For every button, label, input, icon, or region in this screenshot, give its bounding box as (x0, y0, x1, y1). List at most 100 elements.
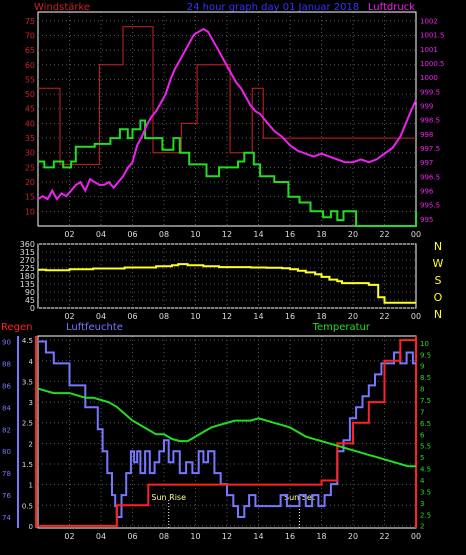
wind-tick-label: 40 (25, 119, 35, 128)
rain-tick-label: 4 (29, 358, 34, 366)
temperature-tick-label: 7 (420, 408, 424, 416)
humidity-tick-label: 78 (2, 470, 11, 478)
humidity-tick-label: 88 (2, 360, 11, 368)
humidity-tick-label: 82 (2, 426, 11, 434)
wind-tick-label: 35 (25, 134, 35, 143)
p3-x-tick-label: 06 (127, 532, 137, 541)
p2-x-tick-label: 02 (64, 312, 74, 321)
direction-tick-label: 45 (25, 296, 35, 305)
pressure-tick-label: 999.5 (420, 88, 440, 96)
pressure-tick-label: 997 (420, 159, 433, 167)
direction-tick-label: 180 (20, 272, 35, 281)
temperature-tick-label: 7.5 (420, 397, 431, 405)
temperature-tick-label: 5.5 (420, 443, 431, 451)
p1-frame (37, 11, 417, 227)
temperature-line (37, 387, 416, 468)
humidity-axis-title: Luftfeuchte (66, 322, 123, 333)
temperature-tick-label: 3.5 (420, 488, 431, 496)
humidity-tick-label: 74 (2, 514, 11, 522)
temperature-tick-label: 9.5 (420, 351, 431, 359)
p1-x-tick-label: 04 (96, 230, 106, 239)
temperature-tick-label: 8.5 (420, 374, 431, 382)
p3-x-tick-label: 22 (379, 532, 389, 541)
p2-x-tick-label: 16 (285, 312, 295, 321)
humidity-tick-label: 86 (2, 382, 11, 390)
rain-tick-label: 2.5 (22, 420, 33, 428)
p1-x-tick-label: 10 (190, 230, 200, 239)
direction-tick-label: 0 (30, 304, 35, 313)
compass-label: N (434, 308, 442, 321)
p3-x-tick-label: 20 (348, 532, 358, 541)
p3-x-tick-label: 02 (64, 532, 74, 541)
wind-tick-label: 70 (25, 31, 35, 40)
temperature-tick-label: 10 (420, 340, 429, 348)
wind-tick-label: 60 (25, 61, 35, 70)
pressure-tick-label: 995.5 (420, 202, 440, 210)
temperature-tick-label: 2 (420, 523, 424, 531)
wind-tick-label: 10 (25, 207, 35, 216)
pressure-tick-label: 999 (420, 103, 433, 111)
compass-label: O (434, 291, 443, 304)
temperature-tick-label: 4 (420, 477, 425, 485)
p2-x-tick-label: 14 (253, 312, 263, 321)
p3-x-tick-label: 14 (253, 532, 263, 541)
pressure-tick-label: 996 (420, 188, 434, 196)
direction-tick-label: 270 (20, 256, 35, 265)
wind-tick-label: 75 (25, 17, 35, 26)
temperature-tick-label: 3 (420, 500, 424, 508)
rain-tick-label: 3.5 (22, 378, 33, 386)
p1-x-tick-label: 22 (379, 230, 389, 239)
pressure-tick-label: 1001.5 (420, 32, 445, 40)
p3-x-tick-label: 08 (159, 532, 169, 541)
rain-axis-title: Regen (1, 322, 33, 333)
temperature-tick-label: 2.5 (420, 511, 431, 519)
p3-x-tick-label: 04 (96, 532, 106, 541)
wind-tick-label: 50 (25, 90, 35, 99)
wind-tick-label: 30 (25, 149, 35, 158)
p2-x-tick-label: 12 (222, 312, 232, 321)
p1-x-tick-label: 20 (348, 230, 358, 239)
p2-x-tick-label: 18 (316, 312, 326, 321)
direction-tick-label: 225 (20, 264, 35, 273)
p1-x-tick-label: 02 (64, 230, 74, 239)
humidity-tick-label: 90 (2, 338, 11, 346)
pressure-tick-label: 1002 (420, 18, 438, 26)
pressure-tick-label: 995 (420, 216, 433, 224)
direction-tick-label: 135 (20, 280, 35, 289)
pressure-tick-label: 998 (420, 131, 433, 139)
wind-tick-label: 20 (25, 178, 35, 187)
chart-title: 24 hour graph day 01 Januar 2018 (187, 2, 360, 13)
p2-x-tick-label: 08 (159, 312, 169, 321)
pressure-tick-label: 1001 (420, 46, 438, 54)
rain-line (38, 339, 416, 527)
p1-x-tick-label: 06 (127, 230, 137, 239)
compass-label: W (433, 257, 444, 270)
p2-x-tick-label: 00 (411, 312, 421, 321)
pressure-line (37, 27, 417, 201)
p1-x-tick-label: 00 (411, 230, 421, 239)
rain-tick-label: 3 (29, 399, 33, 407)
pressure-tick-label: 998.5 (420, 117, 440, 125)
p1-x-tick-label: 08 (159, 230, 169, 239)
pressure-tick-label: 997.5 (420, 145, 440, 153)
wind-pressure-panel: 02 04 06 08 10 12 14 16 18 20 22 00 10 15 20 25 30 35 40 45… (25, 11, 445, 239)
sun-marker-label: Sun Rise (151, 493, 186, 502)
rain-tick-label: 1 (29, 482, 33, 490)
humidity-rain-temperature-panel: 02 04 06 08 10 12 14 16 18 20 22 0000.511.522.533.5… (2, 335, 431, 541)
direction-tick-label: 360 (20, 240, 35, 249)
avg-line (38, 119, 417, 227)
p3-x-tick-label: 00 (411, 532, 421, 541)
wind-tick-label: 45 (25, 105, 35, 114)
p3-x-tick-label: 18 (316, 532, 326, 541)
p2-x-tick-label: 22 (379, 312, 389, 321)
rain-tick-label: 4.5 (22, 337, 33, 345)
direction-tick-label: 315 (20, 248, 35, 257)
humidity-tick-label: 76 (2, 492, 11, 500)
p3-x-tick-label: 12 (222, 532, 232, 541)
compass-label: S (435, 274, 442, 287)
p3-x-tick-label: 16 (285, 532, 295, 541)
rain-tick-label: 1.5 (22, 461, 33, 469)
pressure-axis-title: Luftdruck (368, 2, 415, 13)
